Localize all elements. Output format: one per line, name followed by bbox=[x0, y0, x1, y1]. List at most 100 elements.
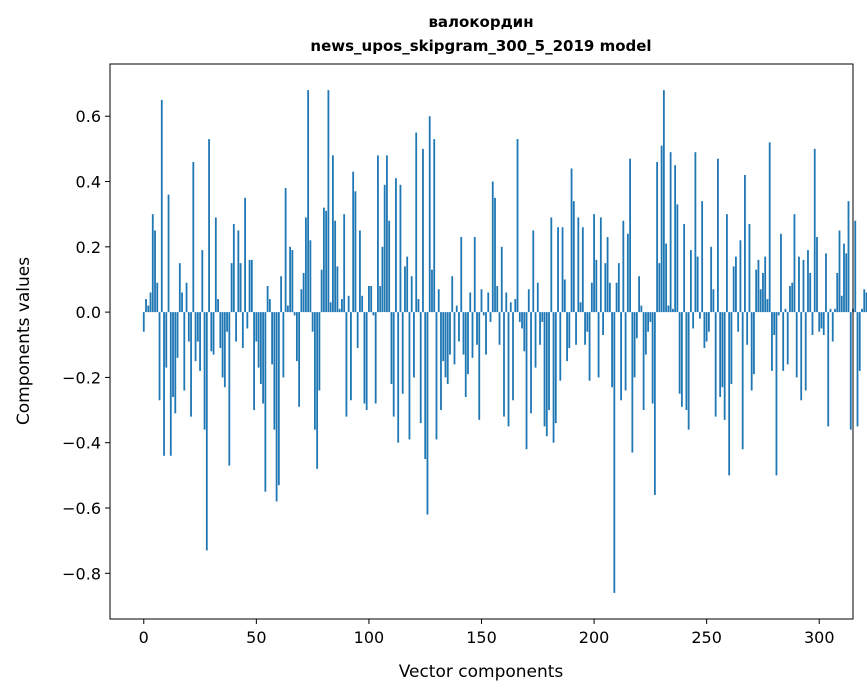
bar bbox=[264, 312, 267, 492]
bar bbox=[771, 312, 773, 371]
bar bbox=[649, 312, 652, 322]
bar bbox=[593, 214, 595, 313]
bar bbox=[525, 312, 528, 450]
bar bbox=[552, 312, 555, 443]
bar bbox=[861, 308, 863, 313]
bar bbox=[354, 191, 357, 313]
bar bbox=[809, 272, 812, 313]
bar bbox=[307, 90, 310, 313]
bar bbox=[748, 223, 751, 313]
bar bbox=[406, 256, 409, 313]
bar bbox=[494, 197, 496, 313]
bar bbox=[563, 279, 566, 313]
bar bbox=[811, 312, 814, 335]
bar bbox=[350, 312, 352, 401]
bar bbox=[737, 312, 740, 332]
x-tick-label: 150 bbox=[466, 628, 497, 647]
bar bbox=[863, 289, 866, 313]
bar bbox=[453, 312, 456, 365]
bar bbox=[566, 312, 568, 362]
bar bbox=[507, 312, 510, 427]
bar bbox=[798, 256, 800, 313]
bar bbox=[397, 312, 400, 443]
bar bbox=[471, 312, 474, 358]
bar bbox=[762, 272, 764, 313]
bar bbox=[404, 266, 406, 313]
bar bbox=[286, 305, 289, 313]
bar bbox=[327, 90, 330, 313]
bar bbox=[451, 276, 454, 313]
bar bbox=[512, 312, 514, 401]
bar bbox=[665, 243, 668, 313]
bar bbox=[284, 188, 287, 313]
bar bbox=[498, 312, 501, 345]
bar bbox=[791, 282, 794, 313]
bar bbox=[829, 308, 832, 313]
bar bbox=[755, 269, 758, 313]
bar bbox=[644, 312, 647, 355]
chart-title: валокордин bbox=[428, 13, 533, 31]
bar bbox=[345, 312, 348, 417]
bar bbox=[827, 312, 830, 427]
bar bbox=[606, 237, 609, 313]
bar bbox=[532, 230, 535, 313]
bar bbox=[187, 312, 190, 342]
bar bbox=[275, 312, 278, 502]
bar bbox=[845, 253, 848, 313]
bar bbox=[181, 292, 183, 313]
bar bbox=[624, 312, 627, 391]
bar bbox=[440, 312, 442, 411]
bar bbox=[865, 292, 867, 313]
bar bbox=[341, 299, 343, 313]
bar bbox=[460, 237, 463, 313]
bar bbox=[638, 276, 641, 313]
bar bbox=[293, 312, 296, 316]
bar bbox=[379, 286, 382, 313]
bar bbox=[789, 286, 791, 313]
bar bbox=[516, 139, 519, 313]
bar bbox=[599, 217, 602, 313]
bar bbox=[309, 240, 312, 313]
bar bbox=[784, 308, 787, 313]
y-tick-label: 0.4 bbox=[76, 173, 101, 192]
bar bbox=[518, 312, 521, 322]
bar bbox=[336, 266, 339, 313]
bar bbox=[714, 312, 717, 417]
bar bbox=[485, 312, 487, 355]
bar bbox=[462, 312, 465, 355]
bar bbox=[489, 312, 492, 322]
bar bbox=[257, 312, 260, 368]
bar bbox=[230, 263, 233, 313]
bar bbox=[325, 210, 328, 313]
bar bbox=[750, 312, 753, 391]
bar bbox=[530, 312, 532, 414]
bar bbox=[658, 263, 661, 313]
bar bbox=[365, 312, 368, 411]
bar bbox=[581, 227, 584, 313]
bar bbox=[683, 223, 686, 313]
bar bbox=[413, 312, 415, 378]
bar bbox=[352, 171, 355, 313]
bar bbox=[190, 312, 192, 417]
bar bbox=[764, 256, 767, 313]
bar bbox=[613, 312, 616, 593]
bar bbox=[719, 312, 722, 397]
x-axis-ticks: 0 50 100 150 200 250 300 bbox=[139, 619, 835, 647]
bar bbox=[487, 292, 490, 313]
bar bbox=[775, 312, 778, 476]
bar bbox=[212, 312, 215, 355]
bar bbox=[858, 312, 861, 371]
bar bbox=[813, 148, 816, 313]
bar bbox=[696, 256, 699, 313]
bar bbox=[142, 312, 145, 332]
bar bbox=[410, 276, 413, 313]
bar bbox=[417, 299, 420, 313]
bar bbox=[653, 312, 656, 495]
bar bbox=[802, 259, 805, 313]
bar bbox=[780, 233, 782, 313]
bar bbox=[726, 214, 728, 313]
bar bbox=[250, 259, 253, 313]
bar bbox=[178, 263, 181, 313]
bar bbox=[717, 158, 719, 313]
